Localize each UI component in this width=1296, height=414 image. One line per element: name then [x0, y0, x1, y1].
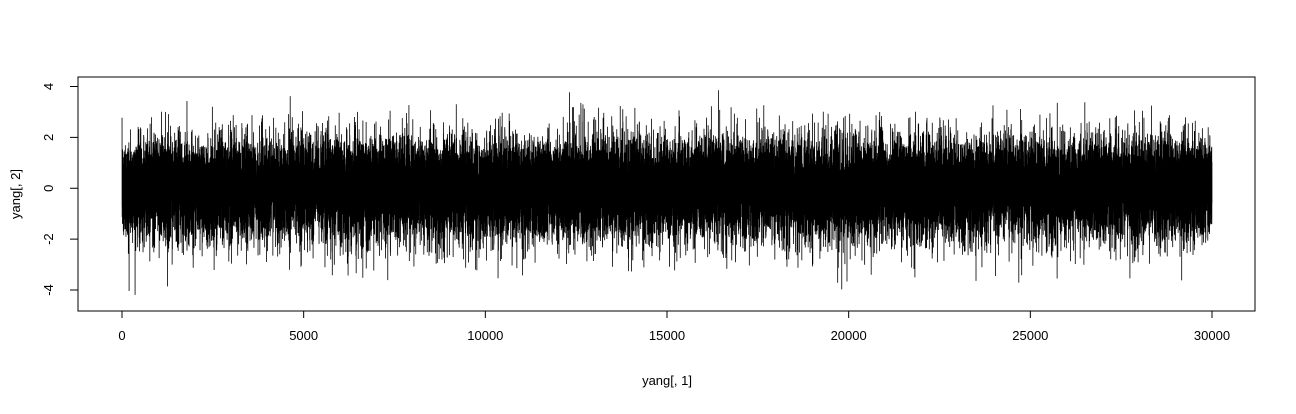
- x-tick-label: 10000: [467, 328, 503, 343]
- y-axis-label: yang[, 2]: [8, 169, 23, 219]
- y-tick-label: -2: [41, 233, 56, 245]
- y-tick-label: 4: [41, 83, 56, 90]
- y-axis: -4 -2 0 2 4: [41, 83, 79, 296]
- y-tick-label: -4: [41, 284, 56, 296]
- y-tick-label: 0: [41, 185, 56, 192]
- series-group: [121, 90, 1213, 295]
- x-tick-label: 30000: [1194, 328, 1230, 343]
- y-tick-label: 2: [41, 134, 56, 141]
- x-axis-label: yang[, 1]: [642, 373, 692, 388]
- x-tick-label: 0: [118, 328, 125, 343]
- x-axis: 0 5000 10000 15000 20000 25000 30000: [118, 310, 1230, 343]
- x-tick-label: 25000: [1012, 328, 1048, 343]
- x-tick-label: 15000: [649, 328, 685, 343]
- x-tick-label: 5000: [289, 328, 318, 343]
- x-tick-label: 20000: [831, 328, 867, 343]
- series-line: [121, 90, 1213, 295]
